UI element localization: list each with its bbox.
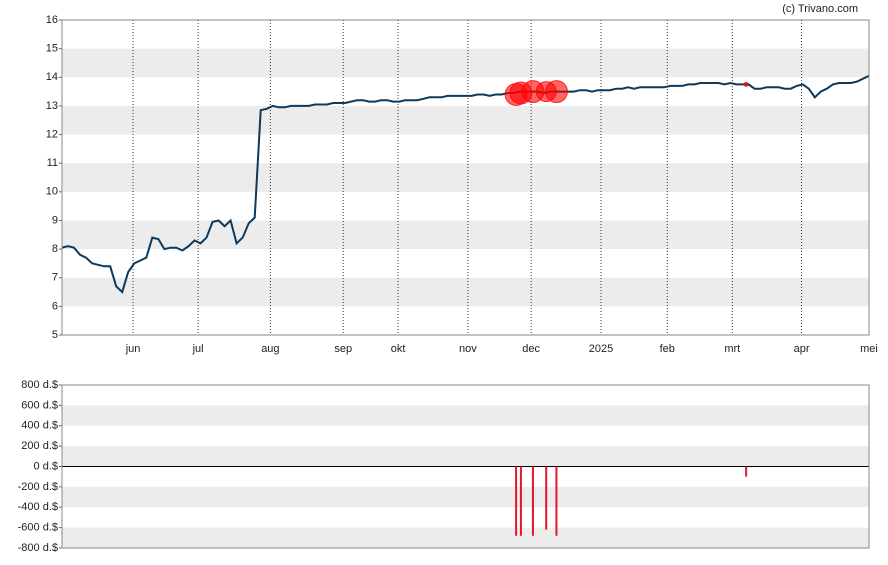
- y-tick-label: -800 d.$: [18, 542, 58, 554]
- y-tick-label: 5: [52, 329, 58, 341]
- y-tick-label: 12: [46, 128, 58, 140]
- y-tick-label: 600 d.$: [21, 399, 58, 411]
- price-line: [61, 74, 870, 294]
- bar: [515, 466, 518, 536]
- source: (c) Trivano.com: [782, 3, 858, 15]
- y-tick-label: 16: [46, 14, 58, 26]
- y-tick-label: 10: [46, 186, 58, 198]
- x-tick-label: feb: [660, 343, 675, 355]
- y-tick-label: 200 d.$: [21, 440, 58, 452]
- y-tick-label: -400 d.$: [18, 501, 58, 513]
- plot-frame: [61, 384, 870, 549]
- band: [62, 163, 869, 192]
- y-tick-label: 14: [46, 71, 58, 83]
- y-tick-label: 6: [52, 300, 58, 312]
- y-tick-label: 9: [52, 214, 58, 226]
- x-tick-label: sep: [334, 343, 352, 355]
- y-tick-label: 8: [52, 243, 58, 255]
- x-tick-label: 2025: [589, 343, 613, 355]
- band: [62, 48, 869, 78]
- x-tick-label: jun: [125, 343, 141, 355]
- y-tick-label: 7: [52, 272, 58, 284]
- band: [62, 277, 869, 307]
- x-tick-label: aug: [261, 343, 279, 355]
- y-tick-label: 400 d.$: [21, 420, 58, 432]
- band: [62, 105, 869, 135]
- x-tick-label: mrt: [724, 343, 740, 355]
- y-tick-label: 11: [47, 157, 58, 169]
- bar: [545, 466, 548, 530]
- bar: [745, 466, 748, 477]
- band: [62, 446, 869, 467]
- y-tick-label: -600 d.$: [18, 522, 58, 534]
- y-tick-label: 0 d.$: [34, 460, 58, 472]
- x-tick-label: dec: [522, 343, 540, 355]
- y-tick-label: 15: [46, 43, 58, 55]
- bar: [531, 466, 534, 536]
- trade-marker: [544, 80, 568, 104]
- x-tick-label: apr: [794, 343, 810, 355]
- y-tick-label: 800 d.$: [21, 379, 58, 391]
- trade-marker: [743, 81, 749, 87]
- band: [62, 405, 869, 426]
- x-tick-label: nov: [459, 343, 477, 355]
- bar: [555, 466, 558, 536]
- band: [62, 220, 869, 250]
- y-tick-label: 13: [46, 100, 58, 112]
- x-tick-label: mei: [860, 343, 878, 355]
- y-tick-label: -200 d.$: [18, 481, 58, 493]
- x-tick-label: jul: [192, 343, 204, 355]
- band: [62, 527, 869, 548]
- bar: [519, 466, 522, 536]
- x-tick-label: okt: [391, 343, 406, 355]
- band: [62, 486, 869, 508]
- plot-frame: [61, 19, 870, 336]
